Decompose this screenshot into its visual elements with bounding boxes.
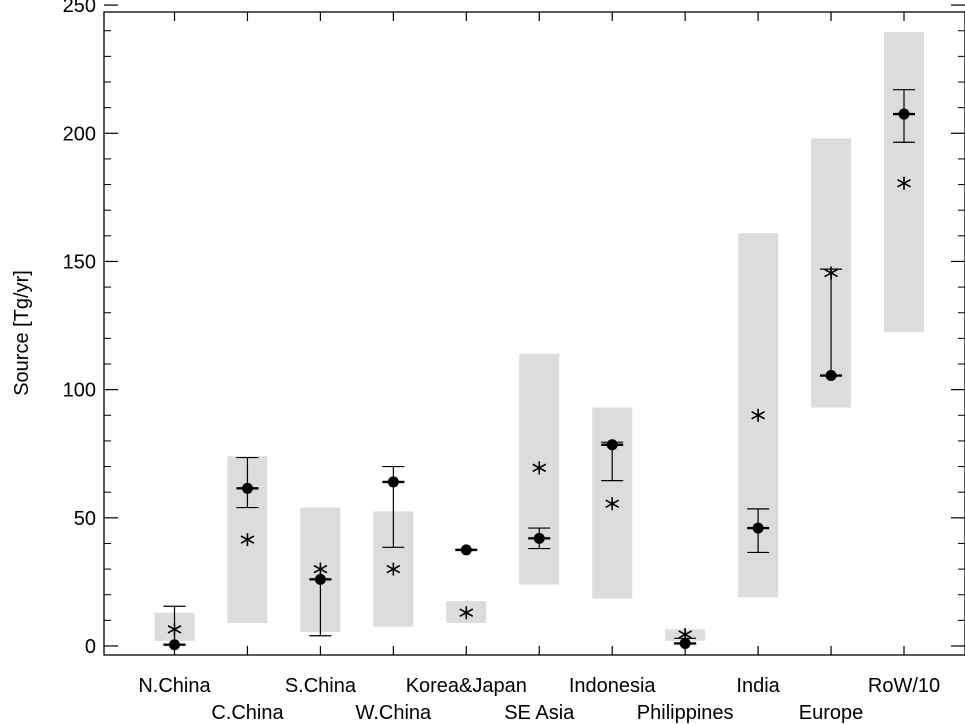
asterisk-point [532,461,547,475]
category-label: India [736,675,780,697]
category-label: S.China [285,675,357,697]
circle-point [387,476,399,488]
y-tick-label: 250 [63,0,96,17]
circle-point [752,522,764,534]
y-tick-label: 200 [63,123,96,145]
plot-frame [103,11,965,656]
asterisk-point [459,606,474,620]
circle-point [169,639,180,651]
range-box-layer [154,32,924,641]
circle-point [679,637,691,649]
category-label: Indonesia [569,675,657,697]
asterisk-point [897,176,911,190]
asterisk-point [240,533,255,547]
asterisk-point [678,627,693,641]
y-tick-label: 100 [63,380,96,402]
circle-point [460,544,472,556]
asterisk-point [313,562,328,576]
category-label: SE Asia [504,702,575,724]
category-label: N.China [138,675,211,697]
y-tick-label: 50 [74,508,96,530]
y-tick-label: 0 [85,636,96,658]
asterisk-point [751,408,765,422]
y-axis: 0 50 100 150 200 250 [63,0,965,658]
y-tick-label: 150 [63,251,96,273]
asterisk-point [605,497,620,511]
circle-point [898,108,910,120]
circle-point [825,370,837,382]
asterisk-point [386,562,401,576]
y-axis-label: Source [Tg/yr] [11,270,33,396]
category-label: RoW/10 [868,675,940,697]
asterisk-point [824,266,838,280]
category-label: W.China [356,702,432,724]
marker-layer [163,108,915,651]
category-label: Korea&Japan [406,675,527,697]
category-label: Philippines [637,702,734,724]
circle-point [314,573,326,585]
category-label: Europe [799,702,864,724]
circle-point [241,482,253,494]
asterisk-point [167,622,182,636]
category-label: C.China [211,702,284,724]
circle-point [533,532,545,544]
circle-point [606,439,618,451]
